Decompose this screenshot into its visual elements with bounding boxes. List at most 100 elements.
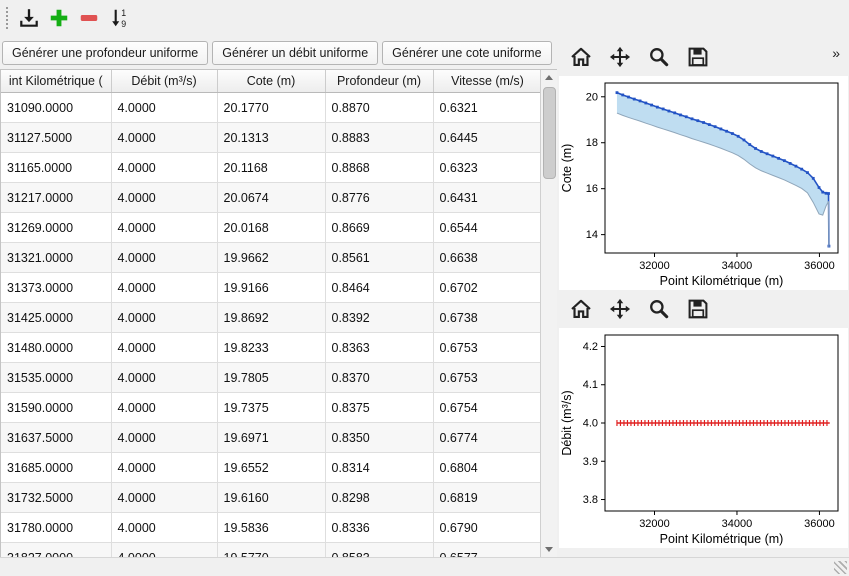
- table-cell[interactable]: 19.8692: [217, 302, 326, 333]
- table-cell[interactable]: 4.0000: [111, 152, 218, 183]
- table-cell[interactable]: 31535.0000: [1, 362, 112, 393]
- table-cell[interactable]: 19.9166: [217, 272, 326, 303]
- column-header[interactable]: Débit (m³/s): [111, 70, 218, 93]
- table-cell[interactable]: 20.1770: [217, 92, 326, 123]
- table-cell[interactable]: 0.6702: [433, 272, 543, 303]
- table-cell[interactable]: 4.0000: [111, 302, 218, 333]
- table-cell[interactable]: 4.0000: [111, 542, 218, 557]
- table-cell[interactable]: 31827.0000: [1, 542, 112, 557]
- resize-grip[interactable]: [834, 561, 847, 574]
- table-cell[interactable]: 0.6738: [433, 302, 543, 333]
- cote-save-button[interactable]: [685, 44, 711, 70]
- generate-uniform-level-button[interactable]: Générer une cote uniforme: [382, 41, 552, 65]
- table-cell[interactable]: 0.8870: [325, 92, 434, 123]
- cote-plot-canvas[interactable]: 32000 34000 36000 14 16 18 20 Point Kilométriqu…: [559, 76, 848, 290]
- scrollbar-thumb[interactable]: [543, 87, 556, 179]
- table-cell[interactable]: 0.6321: [433, 92, 543, 123]
- table-cell[interactable]: 0.8561: [325, 242, 434, 273]
- table-cell[interactable]: 31165.0000: [1, 152, 112, 183]
- table-cell[interactable]: 19.6971: [217, 422, 326, 453]
- table-cell[interactable]: 20.0168: [217, 212, 326, 243]
- table-cell[interactable]: 20.1313: [217, 122, 326, 153]
- table-cell[interactable]: 4.0000: [111, 482, 218, 513]
- table-cell[interactable]: 19.6552: [217, 452, 326, 483]
- table-cell[interactable]: 4.0000: [111, 332, 218, 363]
- table-cell[interactable]: 19.6160: [217, 482, 326, 513]
- table-cell[interactable]: 0.8776: [325, 182, 434, 213]
- scrollbar-down-arrow[interactable]: [541, 542, 557, 557]
- table-cell[interactable]: 31590.0000: [1, 392, 112, 423]
- table-cell[interactable]: 19.5770: [217, 542, 326, 557]
- table-cell[interactable]: 4.0000: [111, 362, 218, 393]
- table-cell[interactable]: 31685.0000: [1, 452, 112, 483]
- add-row-button[interactable]: [46, 5, 73, 32]
- cote-pan-button[interactable]: [607, 44, 633, 70]
- table-cell[interactable]: 31780.0000: [1, 512, 112, 543]
- table-cell[interactable]: 0.8336: [325, 512, 434, 543]
- debit-save-button[interactable]: [685, 296, 711, 322]
- table-cell[interactable]: 0.6544: [433, 212, 543, 243]
- table-cell[interactable]: 4.0000: [111, 392, 218, 423]
- table-cell[interactable]: 0.6774: [433, 422, 543, 453]
- table-cell[interactable]: 4.0000: [111, 242, 218, 273]
- column-header[interactable]: Vitesse (m/s): [433, 70, 543, 93]
- table-cell[interactable]: 4.0000: [111, 212, 218, 243]
- table-cell[interactable]: 31732.5000: [1, 482, 112, 513]
- table-cell[interactable]: 31090.0000: [1, 92, 112, 123]
- table-cell[interactable]: 4.0000: [111, 452, 218, 483]
- table-cell[interactable]: 31373.0000: [1, 272, 112, 303]
- table-cell[interactable]: 31217.0000: [1, 182, 112, 213]
- table-cell[interactable]: 20.0674: [217, 182, 326, 213]
- table-cell[interactable]: 0.8583: [325, 542, 434, 557]
- column-header[interactable]: Profondeur (m): [325, 70, 434, 93]
- table-cell[interactable]: 0.6754: [433, 392, 543, 423]
- table-cell[interactable]: 19.8233: [217, 332, 326, 363]
- debit-zoom-button[interactable]: [646, 296, 672, 322]
- generate-uniform-depth-button[interactable]: Générer une profondeur uniforme: [2, 41, 209, 65]
- table-cell[interactable]: 0.6577: [433, 542, 543, 557]
- table-cell[interactable]: 31321.0000: [1, 242, 112, 273]
- table-cell[interactable]: 0.8314: [325, 452, 434, 483]
- debit-home-button[interactable]: [568, 296, 594, 322]
- table-cell[interactable]: 4.0000: [111, 92, 218, 123]
- table-cell[interactable]: 4.0000: [111, 422, 218, 453]
- table-cell[interactable]: 0.8669: [325, 212, 434, 243]
- table-cell[interactable]: 31425.0000: [1, 302, 112, 333]
- table-cell[interactable]: 0.6431: [433, 182, 543, 213]
- table-cell[interactable]: 20.1168: [217, 152, 326, 183]
- table-cell[interactable]: 31637.5000: [1, 422, 112, 453]
- table-cell[interactable]: 0.6790: [433, 512, 543, 543]
- generate-uniform-flow-button[interactable]: Générer un débit uniforme: [212, 41, 379, 65]
- table-cell[interactable]: 31127.5000: [1, 122, 112, 153]
- table-cell[interactable]: 0.8464: [325, 272, 434, 303]
- table-cell[interactable]: 4.0000: [111, 182, 218, 213]
- table-cell[interactable]: 0.6753: [433, 362, 543, 393]
- table-cell[interactable]: 0.8883: [325, 122, 434, 153]
- table-cell[interactable]: 0.8350: [325, 422, 434, 453]
- table-cell[interactable]: 19.7805: [217, 362, 326, 393]
- table-cell[interactable]: 19.5836: [217, 512, 326, 543]
- toolbar-drag-handle[interactable]: [6, 7, 8, 29]
- table-cell[interactable]: 0.6323: [433, 152, 543, 183]
- scrollbar-up-arrow[interactable]: [541, 70, 557, 85]
- cote-zoom-button[interactable]: [646, 44, 672, 70]
- table-cell[interactable]: 0.8363: [325, 332, 434, 363]
- cote-home-button[interactable]: [568, 44, 594, 70]
- table-scrollbar[interactable]: [540, 70, 557, 557]
- table-cell[interactable]: 0.6445: [433, 122, 543, 153]
- table-cell[interactable]: 31269.0000: [1, 212, 112, 243]
- table-cell[interactable]: 4.0000: [111, 272, 218, 303]
- table-cell[interactable]: 0.6638: [433, 242, 543, 273]
- table-cell[interactable]: 0.8868: [325, 152, 434, 183]
- column-header[interactable]: Cote (m): [217, 70, 326, 93]
- export-table-button[interactable]: [16, 5, 43, 32]
- table-cell[interactable]: 31480.0000: [1, 332, 112, 363]
- table-cell[interactable]: 0.8392: [325, 302, 434, 333]
- table-cell[interactable]: 0.6753: [433, 332, 543, 363]
- table-cell[interactable]: 4.0000: [111, 512, 218, 543]
- toolbar-expand-button[interactable]: »: [826, 44, 846, 62]
- table-cell[interactable]: 0.8375: [325, 392, 434, 423]
- table-cell[interactable]: 0.8370: [325, 362, 434, 393]
- table-cell[interactable]: 0.6819: [433, 482, 543, 513]
- remove-row-button[interactable]: [76, 5, 103, 32]
